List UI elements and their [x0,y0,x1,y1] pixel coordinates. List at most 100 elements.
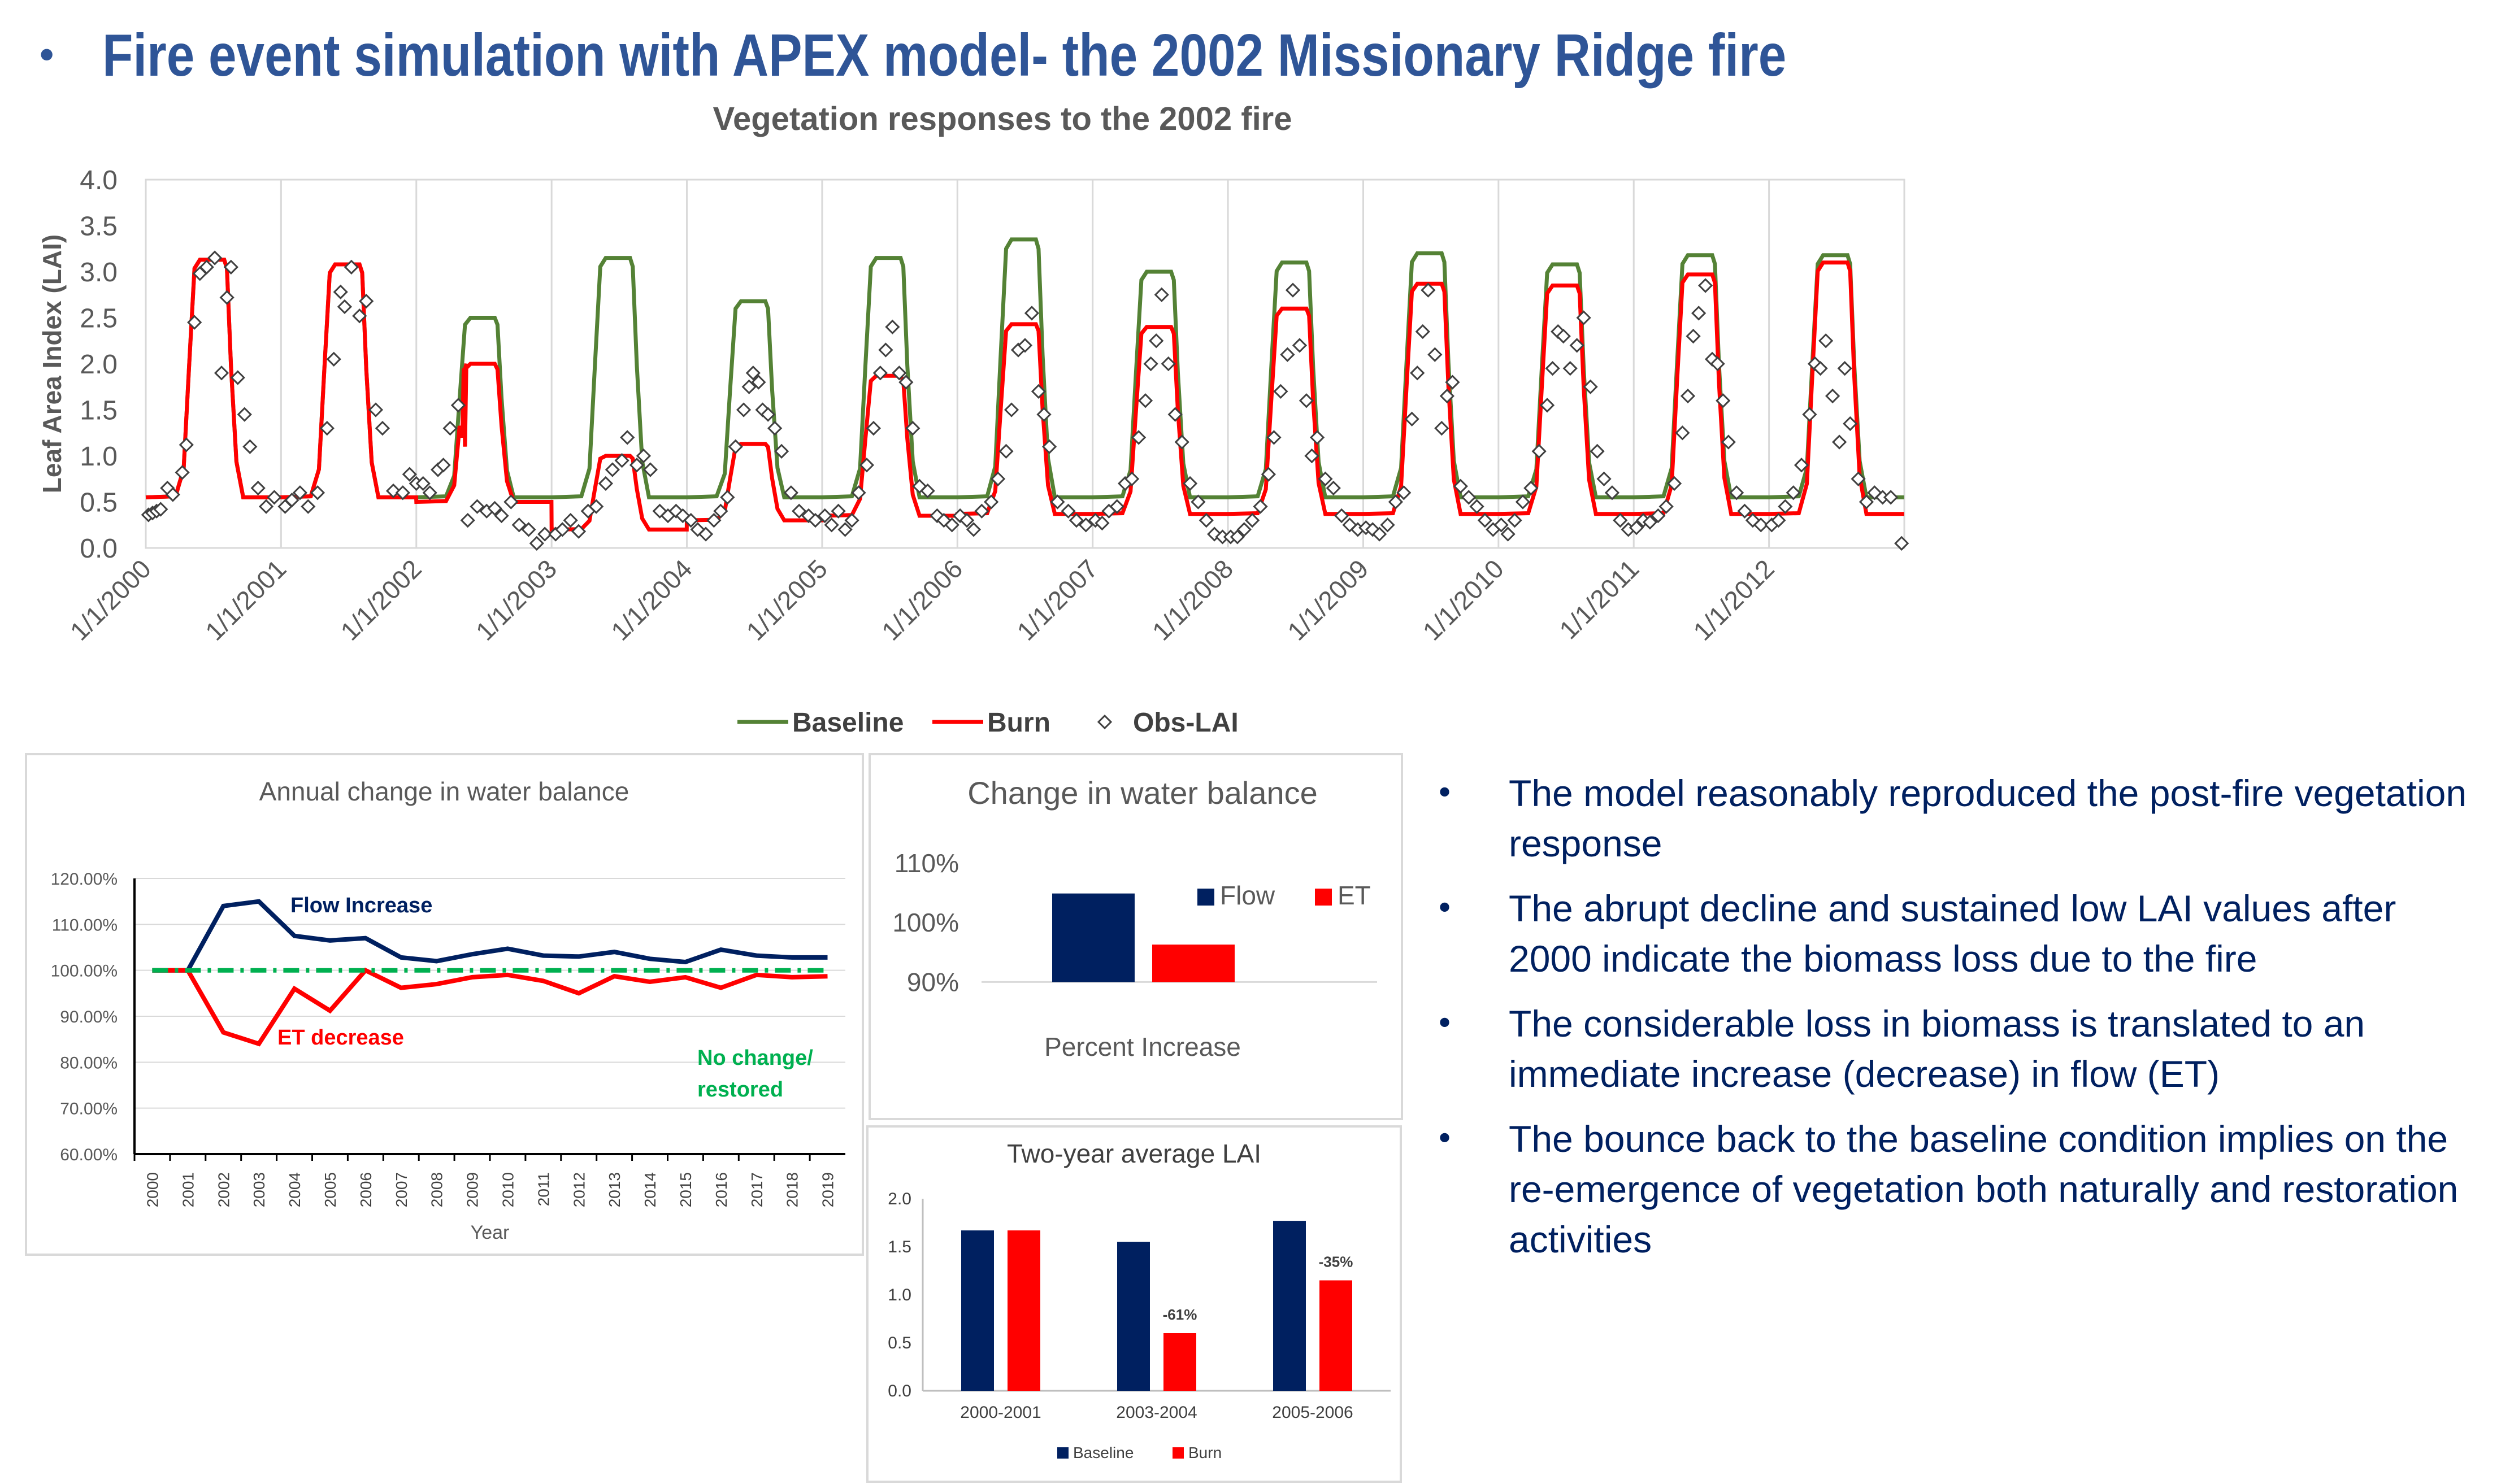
obs-lai-point [1036,407,1052,422]
y-tick-label: 60.00% [60,1146,118,1164]
obs-lai-point [1569,338,1584,353]
obs-lai-point [1576,310,1591,325]
obs-lai-point [1131,430,1147,445]
bar-flow [1052,893,1135,982]
obs-lai-point [598,476,614,491]
y-tick-label: 3.5 [80,212,118,242]
obs-lai-point [1583,379,1598,394]
obs-lai-point [1629,520,1644,536]
obs-lai-point [872,365,888,381]
x-tick-label: 2015 [677,1172,694,1207]
obs-lai-point [1004,402,1019,417]
obs-lai-point [859,458,875,473]
obs-lai-point [1786,485,1801,501]
obs-lai-point [1658,499,1674,514]
obs-lai-point [1309,430,1325,445]
obs-lai-point [1813,361,1828,376]
obs-lai-point [153,502,168,517]
obs-lai-point [1439,388,1455,404]
y-tick-label: 80.00% [60,1054,118,1072]
y-tick-label: 110% [895,848,959,878]
x-tick-label: 2006 [357,1172,375,1207]
obs-lai-point [230,370,245,385]
obs-lai-point [165,487,180,502]
bullet-glyph: • [1435,775,1454,812]
obs-lai-point [1837,361,1852,376]
obs-lai-point [352,308,367,324]
x-tick-label: 1/1/2003 [470,554,562,646]
annual-panel [25,753,864,1256]
obs-lai-point [1515,494,1531,510]
obs-lai-point [1236,522,1252,537]
obs-lai-point [1539,398,1555,413]
x-tick-label: 2005-2006 [1272,1403,1353,1422]
obs-lai-point [728,439,743,454]
change-panel [869,753,1403,1120]
legend-obs-swatch [1097,714,1113,730]
obs-lai-point [1245,512,1260,528]
obs-lai-point [1167,407,1183,422]
obs-lai-point [199,259,214,275]
obs-lai-point [1507,512,1522,528]
x-tick-label: 2000 [144,1172,161,1207]
change-chart: Change in water balance 90% 100% 110% Percen… [892,775,1377,1061]
obs-lai-point [629,458,645,473]
obs-lai-point [571,524,587,539]
x-tick-label: 1/1/2005 [741,554,833,646]
obs-lai-point [1545,361,1560,376]
obs-lai-point [807,512,823,528]
obs-lai-point [301,499,316,514]
obs-lai-point [1675,425,1690,441]
legend-et-swatch [1315,889,1332,906]
y-tick-label: 1.5 [80,396,118,426]
obs-lai-point [1415,324,1430,340]
y-tick-label: 100% [892,908,959,937]
bar-baseline [1273,1221,1306,1391]
obs-lai-point [1716,393,1731,408]
conclusion-text: The bounce back to the baseline conditio… [1509,1118,2459,1260]
obs-lai-point [1721,434,1736,450]
annual-chart: Annual change in water balance 60.00% 70.0… [51,777,845,1243]
obs-lai-point [267,490,282,505]
legend-baseline-swatch [1057,1447,1069,1459]
obs-lai-point [442,420,458,436]
lai-chart: Vegetation responses to the 2002 fire 1/1… [37,101,1909,738]
obs-lai-point [415,476,431,491]
obs-lai-point [974,503,989,519]
x-tick-label: 1/1/2001 [199,554,292,646]
data-label: -61% [1163,1306,1197,1323]
obs-lai-point [920,483,935,499]
x-tick-label: 2001 [179,1172,197,1207]
obs-lai-point [966,522,982,537]
x-tick-label: 1/1/2011 [1553,554,1644,645]
obs-lai-point [1285,282,1301,298]
chart-title: Change in water balance [967,775,1318,811]
obs-lai-point [668,503,684,519]
data-label: -35% [1319,1254,1353,1270]
obs-lai-point [844,512,859,528]
obs-lai-point [1421,282,1436,298]
obs-lai-point [1843,416,1858,432]
obs-lai-point [470,499,485,514]
legend-flow-label: Flow [1220,881,1275,910]
obs-lai-point [792,503,807,519]
obs-lai-point [1453,478,1468,494]
x-tick-label: 2011 [535,1172,552,1206]
x-tick-label: 2014 [641,1172,659,1207]
y-tick-label: 2.0 [888,1190,911,1208]
y-tick-label: 0.0 [888,1382,911,1400]
obs-lai-point [636,448,652,464]
obs-lai-point [1794,458,1809,473]
x-tick-label: 1/1/2004 [605,554,697,646]
obs-lai-point [503,494,519,510]
obs-lai-point [359,294,374,309]
bar-et [1152,945,1235,982]
obs-lai-point [385,483,401,499]
obs-lai-point [1095,515,1110,531]
obs-lai-point [605,462,620,477]
conclusion-text: The considerable loss in biomass is tran… [1509,1003,2365,1095]
obs-lai-point [179,437,194,452]
obs-lai-point [589,499,604,514]
obs-lai-point [698,526,714,542]
y-tick-label: 4.0 [80,166,118,195]
